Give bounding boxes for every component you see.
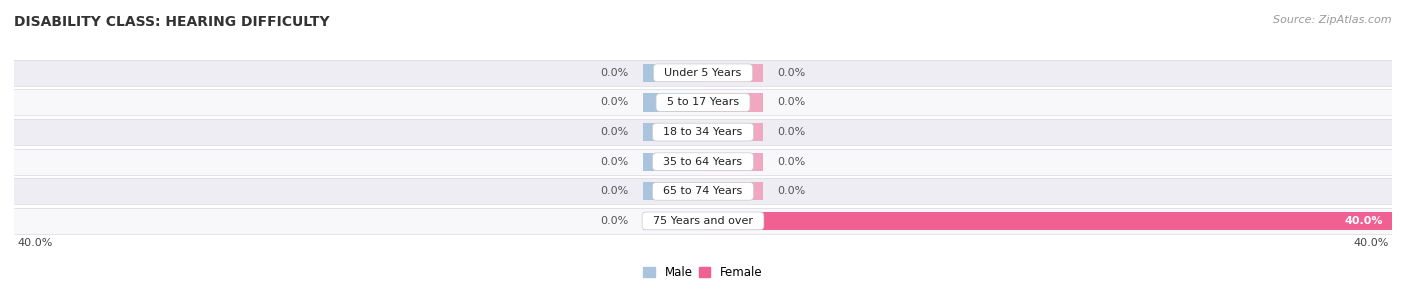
Bar	[643, 93, 703, 112]
Text: 0.0%: 0.0%	[778, 68, 806, 78]
Bar	[703, 123, 763, 141]
Legend: Male, Female: Male, Female	[638, 262, 768, 284]
Bar	[703, 93, 763, 112]
Text: DISABILITY CLASS: HEARING DIFFICULTY: DISABILITY CLASS: HEARING DIFFICULTY	[14, 15, 329, 29]
Bar	[643, 212, 703, 230]
Bar	[703, 212, 1392, 230]
Text: 0.0%: 0.0%	[778, 97, 806, 107]
Text: 0.0%: 0.0%	[600, 68, 628, 78]
Bar	[643, 123, 703, 141]
Text: 0.0%: 0.0%	[600, 97, 628, 107]
Text: 0.0%: 0.0%	[600, 216, 628, 226]
Bar	[643, 64, 703, 82]
Bar	[703, 152, 763, 171]
Text: 65 to 74 Years: 65 to 74 Years	[657, 186, 749, 196]
Bar	[14, 149, 1392, 175]
Text: 18 to 34 Years: 18 to 34 Years	[657, 127, 749, 137]
Text: 0.0%: 0.0%	[778, 157, 806, 167]
Bar	[14, 178, 1392, 204]
Text: 75 Years and over: 75 Years and over	[645, 216, 761, 226]
Text: 0.0%: 0.0%	[778, 186, 806, 196]
Bar	[14, 119, 1392, 145]
Text: Under 5 Years: Under 5 Years	[658, 68, 748, 78]
Text: 40.0%: 40.0%	[1344, 216, 1384, 226]
Text: Source: ZipAtlas.com: Source: ZipAtlas.com	[1274, 15, 1392, 25]
Text: 40.0%: 40.0%	[1353, 238, 1389, 248]
Text: 0.0%: 0.0%	[600, 186, 628, 196]
Text: 40.0%: 40.0%	[17, 238, 53, 248]
Bar	[643, 152, 703, 171]
Text: 0.0%: 0.0%	[600, 127, 628, 137]
Bar	[14, 208, 1392, 234]
Bar	[703, 182, 763, 200]
Bar	[14, 89, 1392, 115]
Text: 0.0%: 0.0%	[600, 157, 628, 167]
Bar	[703, 64, 763, 82]
Text: 0.0%: 0.0%	[778, 127, 806, 137]
Text: 35 to 64 Years: 35 to 64 Years	[657, 157, 749, 167]
Text: 5 to 17 Years: 5 to 17 Years	[659, 97, 747, 107]
Bar	[14, 60, 1392, 86]
Bar	[643, 182, 703, 200]
